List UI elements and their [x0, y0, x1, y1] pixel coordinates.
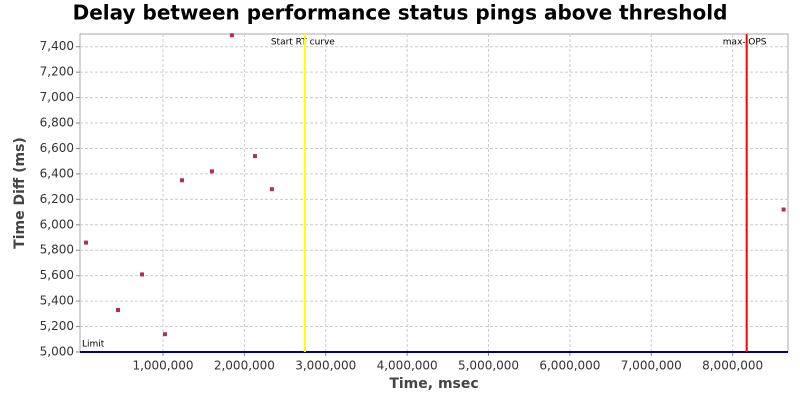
y-tick-label: 5,400: [40, 294, 74, 308]
plot-area: [79, 33, 789, 353]
x-tick-label: 6,000,000: [539, 359, 600, 373]
y-tick-label: 5,200: [40, 319, 74, 333]
data-point: [781, 207, 786, 212]
y-tick-label: 5,600: [40, 268, 74, 282]
y-tick-label: 7,000: [40, 90, 74, 104]
marker-label: max-IOPS: [723, 38, 767, 48]
chart-title: Delay between performance status pings a…: [73, 1, 728, 25]
x-tick-label: 2,000,000: [214, 359, 275, 373]
y-axis-title: Time Diff (ms): [12, 137, 28, 249]
x-tick-label: 4,000,000: [377, 359, 438, 373]
y-tick-label: 6,400: [40, 166, 74, 180]
y-tick-label: 6,200: [40, 192, 74, 206]
marker-label: Start RT curve: [271, 38, 335, 48]
x-tick-label: 5,000,000: [458, 359, 519, 373]
data-point: [140, 272, 145, 277]
data-point: [229, 33, 234, 38]
data-point: [162, 332, 167, 337]
y-tick-label: 6,800: [40, 116, 74, 130]
x-tick-label: 1,000,000: [132, 359, 193, 373]
limit-label: Limit: [82, 340, 105, 350]
x-tick-label: 8,000,000: [702, 359, 763, 373]
y-tick-label: 7,400: [40, 39, 74, 53]
data-point: [252, 154, 257, 159]
data-point: [209, 169, 214, 174]
x-tick-label: 7,000,000: [621, 359, 682, 373]
data-point: [269, 187, 274, 192]
x-axis-title: Time, msec: [389, 376, 478, 392]
y-tick-label: 7,200: [40, 65, 74, 79]
data-point: [84, 240, 89, 245]
y-tick-label: 5,800: [40, 243, 74, 257]
y-tick-label: 5,000: [40, 345, 74, 359]
data-point: [116, 308, 121, 313]
x-tick-label: 3,000,000: [295, 359, 356, 373]
y-tick-label: 6,600: [40, 141, 74, 155]
y-tick-label: 6,000: [40, 217, 74, 231]
data-point: [179, 178, 184, 183]
